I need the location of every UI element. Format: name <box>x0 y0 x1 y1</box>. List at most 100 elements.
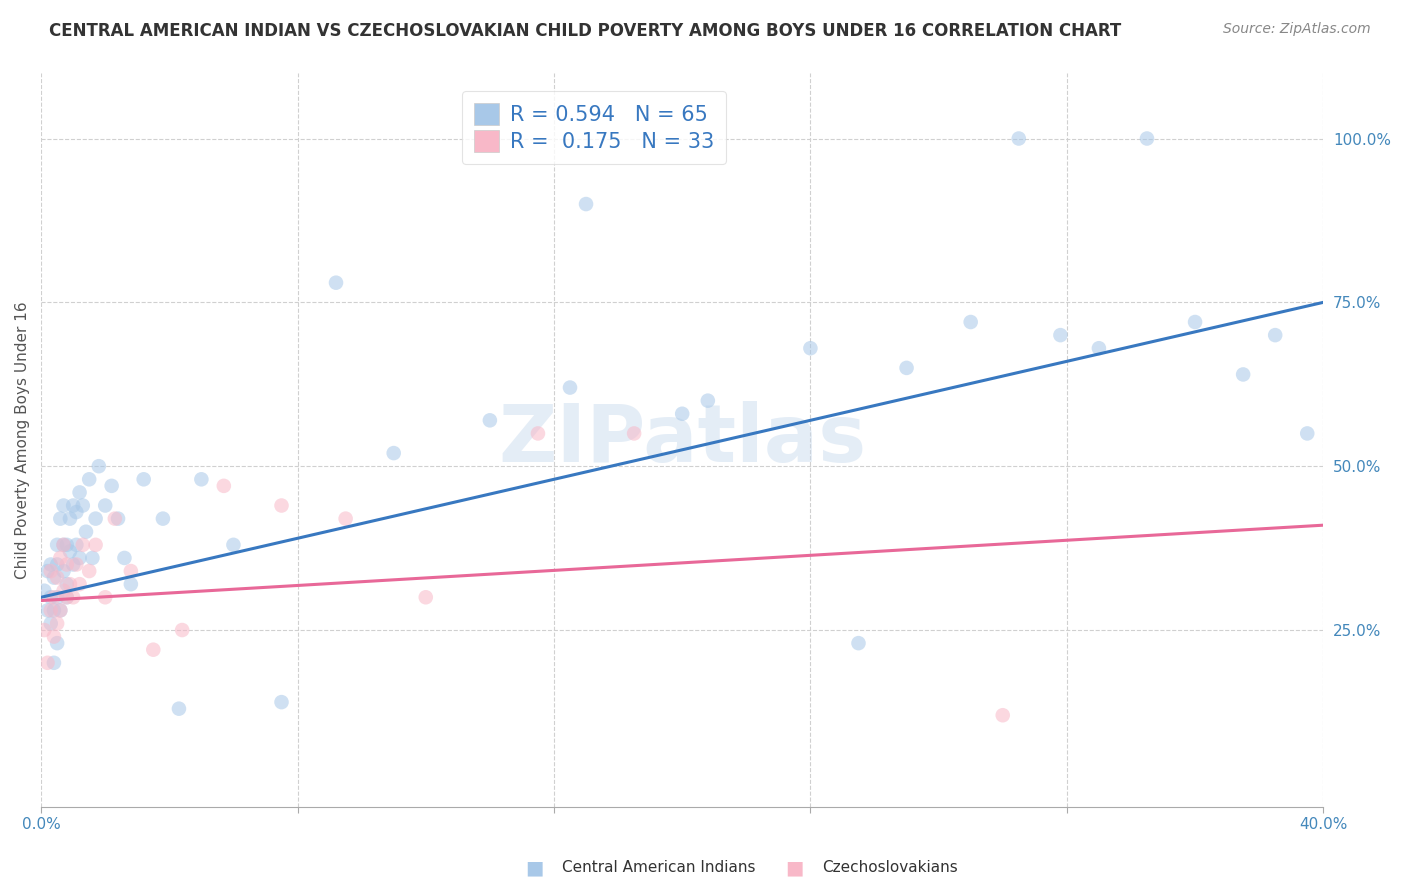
Point <box>62 591 84 605</box>
Point <box>1232 368 1254 382</box>
Text: CENTRAL AMERICAN INDIAN VS CZECHOSLOVAKIAN CHILD POVERTY AMONG BOYS UNDER 16 COR: CENTRAL AMERICAN INDIAN VS CZECHOSLOVAKI… <box>49 22 1122 40</box>
Text: ■: ■ <box>785 858 804 878</box>
Point <box>65 505 87 519</box>
Point <box>172 623 194 637</box>
Point <box>62 558 84 572</box>
Point <box>46 616 69 631</box>
Point <box>52 499 75 513</box>
Point <box>132 472 155 486</box>
Point <box>59 511 82 525</box>
Point <box>120 564 142 578</box>
Point <box>335 511 357 525</box>
Point <box>991 708 1014 723</box>
Point <box>39 564 62 578</box>
Point <box>1049 328 1071 343</box>
Point <box>114 551 136 566</box>
Point <box>72 499 94 513</box>
Point <box>39 558 62 572</box>
Point <box>152 511 174 525</box>
Point <box>382 446 405 460</box>
Point <box>325 276 347 290</box>
Point <box>120 577 142 591</box>
Point <box>69 551 91 566</box>
Point <box>59 544 82 558</box>
Point <box>77 564 100 578</box>
Point <box>82 551 104 566</box>
Point <box>896 360 918 375</box>
Point <box>104 511 127 525</box>
Point <box>49 603 72 617</box>
Point <box>59 577 82 591</box>
Point <box>558 380 581 394</box>
Legend: R = 0.594   N = 65, R =  0.175   N = 33: R = 0.594 N = 65, R = 0.175 N = 33 <box>461 91 727 164</box>
Point <box>415 591 437 605</box>
Point <box>46 591 69 605</box>
Point <box>55 591 77 605</box>
Point <box>55 577 77 591</box>
Point <box>270 695 292 709</box>
Point <box>799 341 821 355</box>
Point <box>42 630 65 644</box>
Point <box>190 472 212 486</box>
Point <box>72 538 94 552</box>
Point <box>575 197 598 211</box>
Point <box>959 315 981 329</box>
Point <box>69 485 91 500</box>
Point <box>100 479 122 493</box>
Point <box>69 577 91 591</box>
Point <box>84 538 107 552</box>
Point <box>94 591 117 605</box>
Point <box>55 558 77 572</box>
Point <box>46 636 69 650</box>
Point <box>1088 341 1111 355</box>
Point <box>65 558 87 572</box>
Point <box>37 656 59 670</box>
Point <box>1264 328 1286 343</box>
Text: Source: ZipAtlas.com: Source: ZipAtlas.com <box>1223 22 1371 37</box>
Point <box>527 426 550 441</box>
Point <box>65 538 87 552</box>
Point <box>623 426 645 441</box>
Text: ZIPatlas: ZIPatlas <box>498 401 866 479</box>
Point <box>55 591 77 605</box>
Point <box>696 393 718 408</box>
Point <box>94 499 117 513</box>
Point <box>34 583 56 598</box>
Point <box>1296 426 1319 441</box>
Point <box>39 591 62 605</box>
Text: Czechoslovakians: Czechoslovakians <box>823 861 959 875</box>
Point <box>49 511 72 525</box>
Point <box>42 603 65 617</box>
Point <box>49 603 72 617</box>
Point <box>1008 131 1031 145</box>
Point <box>1136 131 1159 145</box>
Point <box>212 479 235 493</box>
Point <box>37 603 59 617</box>
Point <box>46 558 69 572</box>
Point <box>39 603 62 617</box>
Point <box>848 636 870 650</box>
Point <box>37 564 59 578</box>
Point <box>34 623 56 637</box>
Point <box>142 642 165 657</box>
Point <box>87 459 110 474</box>
Y-axis label: Child Poverty Among Boys Under 16: Child Poverty Among Boys Under 16 <box>15 301 30 579</box>
Point <box>42 571 65 585</box>
Point <box>62 499 84 513</box>
Point <box>75 524 97 539</box>
Point <box>167 701 190 715</box>
Point <box>1184 315 1206 329</box>
Text: ■: ■ <box>524 858 544 878</box>
Point <box>46 538 69 552</box>
Point <box>77 472 100 486</box>
Point <box>52 538 75 552</box>
Point <box>222 538 245 552</box>
Point <box>42 656 65 670</box>
Point <box>107 511 129 525</box>
Point <box>478 413 501 427</box>
Point <box>39 616 62 631</box>
Point <box>55 538 77 552</box>
Point <box>52 564 75 578</box>
Point <box>52 538 75 552</box>
Point <box>49 551 72 566</box>
